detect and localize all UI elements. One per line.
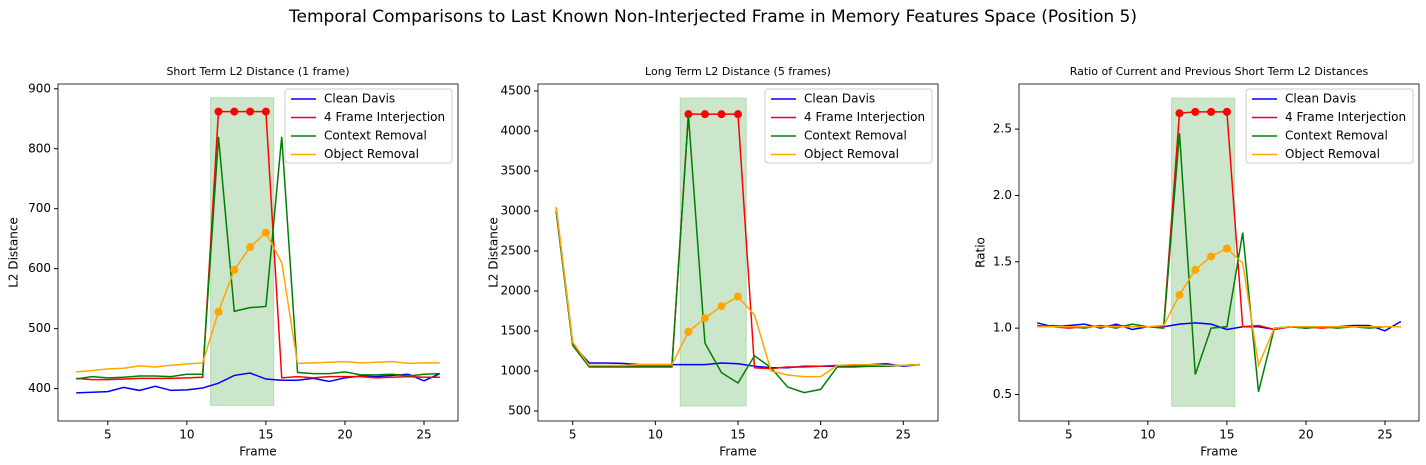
y-tick-label: 1.0 <box>993 321 1012 335</box>
x-tick-label: 25 <box>1377 428 1392 442</box>
series-marker <box>717 110 726 119</box>
legend-label: Context Removal <box>804 129 907 143</box>
series-marker <box>734 110 742 119</box>
series-marker <box>1207 252 1216 261</box>
axes-title: Ratio of Current and Previous Short Term… <box>1070 65 1369 78</box>
series-marker <box>684 110 693 119</box>
y-tick-label: 600 <box>28 261 51 275</box>
series-marker <box>1222 107 1231 116</box>
axes-frame <box>1018 83 1420 422</box>
x-tick-label: 10 <box>648 428 663 442</box>
series-marker <box>684 327 693 336</box>
series-marker <box>734 292 742 301</box>
legend-label: 4 Frame Interjection <box>804 110 925 124</box>
legend-label: Object Removal <box>1285 147 1380 161</box>
series-marker <box>246 243 255 252</box>
x-tick-label: 10 <box>1140 428 1155 442</box>
series-marker <box>1191 265 1200 274</box>
series-marker <box>246 107 255 116</box>
series-line <box>555 114 920 394</box>
x-axis-label: Frame <box>719 445 756 459</box>
y-tick-label: 3000 <box>500 203 531 217</box>
y-tick-label: 2.5 <box>993 122 1012 136</box>
x-tick-label: 25 <box>416 428 431 442</box>
legend-label: 4 Frame Interjection <box>1285 110 1406 124</box>
highlight-span <box>1171 97 1236 407</box>
series-line <box>1037 247 1401 368</box>
series-marker <box>261 228 270 237</box>
x-tick-label: 10 <box>179 428 194 442</box>
x-tick-label: 5 <box>569 428 577 442</box>
y-tick-label: 0.5 <box>993 387 1012 401</box>
series-line <box>76 231 440 373</box>
x-axis-label: Frame <box>1200 445 1237 459</box>
series-marker <box>1175 109 1184 118</box>
x-tick-label: 20 <box>813 428 828 442</box>
y-tick-label: 4500 <box>500 83 531 97</box>
legend-label: Object Removal <box>324 147 419 161</box>
legend-label: Context Removal <box>1285 129 1388 143</box>
legend-label: Clean Davis <box>1285 92 1356 106</box>
axes-title: Short Term L2 Distance (1 frame) <box>166 65 349 78</box>
x-tick-label: 5 <box>104 428 112 442</box>
series-marker <box>230 107 239 116</box>
series-line <box>1037 133 1401 392</box>
series-line <box>76 110 440 381</box>
x-tick-label: 5 <box>1065 428 1073 442</box>
legend-box <box>284 88 453 164</box>
y-tick-label: 1.5 <box>993 254 1012 268</box>
y-tick-label: 1000 <box>500 363 531 377</box>
legend-label: 4 Frame Interjection <box>324 110 445 124</box>
series-marker <box>214 107 223 116</box>
series-marker <box>1222 244 1231 253</box>
series-marker <box>230 265 239 274</box>
series-marker <box>1175 290 1184 299</box>
y-tick-label: 2.0 <box>993 188 1012 202</box>
y-tick-label: 500 <box>508 403 531 417</box>
series-marker <box>1191 107 1200 116</box>
figure-title: Temporal Comparisons to Last Known Non-I… <box>288 7 1137 27</box>
highlight-span <box>210 97 275 406</box>
legend-label: Context Removal <box>324 129 427 143</box>
y-tick-label: 4000 <box>500 123 531 137</box>
legend-label: Clean Davis <box>804 92 875 106</box>
series-marker <box>717 302 726 311</box>
legend-label: Clean Davis <box>324 92 395 106</box>
y-tick-label: 400 <box>28 381 51 395</box>
y-tick-label: 800 <box>28 141 51 155</box>
y-tick-label: 1500 <box>500 323 531 337</box>
series-marker <box>214 307 223 316</box>
series-marker <box>1207 107 1216 116</box>
axes-frame <box>57 83 459 422</box>
series-line <box>76 372 441 394</box>
x-axis-label: Frame <box>239 445 276 459</box>
legend-box <box>764 88 933 164</box>
y-tick-label: 500 <box>28 321 51 335</box>
series-marker <box>261 107 270 116</box>
y-axis-label: L2 Distance <box>487 217 501 288</box>
x-tick-label: 15 <box>258 428 273 442</box>
x-tick-label: 15 <box>730 428 745 442</box>
y-tick-label: 2000 <box>500 283 531 297</box>
series-line <box>76 136 440 380</box>
legend-box <box>1245 88 1414 164</box>
axes-title: Long Term L2 Distance (5 frames) <box>645 65 831 78</box>
series-marker <box>700 314 709 323</box>
legend-label: Object Removal <box>804 147 899 161</box>
y-tick-label: 900 <box>28 81 51 95</box>
y-tick-label: 3500 <box>500 163 531 177</box>
y-axis-label: Ratio <box>974 237 988 268</box>
x-tick-label: 20 <box>337 428 352 442</box>
y-axis-label: L2 Distance <box>7 217 21 288</box>
y-tick-label: 2500 <box>500 243 531 257</box>
series-marker <box>700 110 709 119</box>
x-tick-label: 15 <box>1219 428 1234 442</box>
x-tick-label: 25 <box>896 428 911 442</box>
x-tick-label: 20 <box>1298 428 1313 442</box>
y-tick-label: 700 <box>28 201 51 215</box>
